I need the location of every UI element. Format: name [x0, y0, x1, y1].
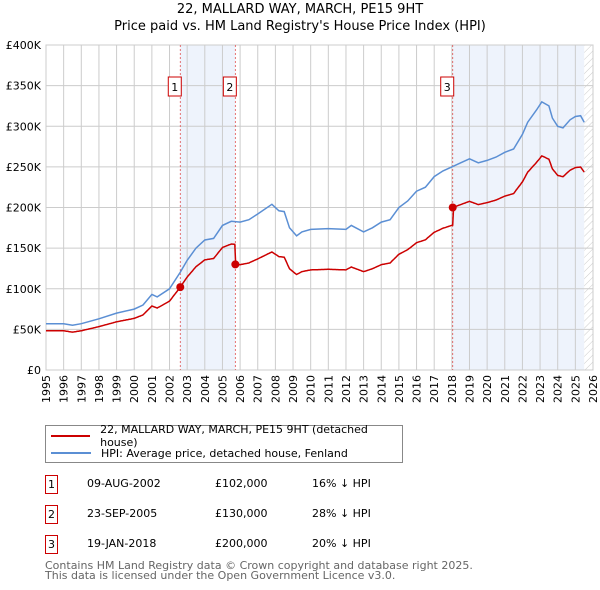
footer-line: Contains HM Land Registry data © Crown c… [45, 559, 473, 572]
x-tick-label: 2021 [499, 375, 512, 403]
x-tick-label: 2008 [269, 375, 282, 403]
x-tick-label: 1997 [75, 375, 88, 403]
sale-marker-number: 3 [444, 81, 451, 94]
x-tick-label: 2020 [481, 375, 494, 403]
x-tick-label: 2015 [393, 375, 406, 403]
sale-number-box: 2 [45, 505, 58, 524]
x-tick-label: 2026 [587, 375, 600, 403]
y-tick-label: £250K [6, 161, 42, 174]
y-tick-label: £50K [13, 323, 42, 336]
sale-number-box: 3 [45, 535, 58, 554]
x-tick-label: 2007 [252, 375, 265, 403]
sale-row: 1 09-AUG-2002 £102,000 16% ↓ HPI [45, 475, 445, 495]
y-tick-label: £0 [27, 364, 41, 377]
y-tick-label: £150K [6, 242, 42, 255]
sale-date: 09-AUG-2002 [87, 477, 161, 490]
sale-date: 19-JAN-2018 [87, 537, 157, 550]
legend-item-price-paid: 22, MALLARD WAY, MARCH, PE15 9HT (detach… [51, 423, 402, 449]
x-tick-label: 2023 [534, 375, 547, 403]
x-tick-label: 2001 [146, 375, 159, 403]
x-tick-label: 1996 [58, 375, 71, 403]
legend-label: HPI: Average price, detached house, Fenl… [101, 446, 348, 460]
plot-area: 1995 1996 1997 1998 1999 2000 2001 2002 2003 2004… [6, 39, 600, 403]
sale-row: 3 19-JAN-2018 £200,000 20% ↓ HPI [45, 535, 445, 555]
sale-marker-box [222, 76, 237, 97]
y-tick-label: £300K [6, 120, 42, 133]
x-tick-label: 2013 [358, 375, 371, 403]
legend-swatch [51, 435, 91, 437]
x-tick-label: 2014 [375, 375, 388, 403]
sale-point [448, 203, 457, 212]
sale-hpi-diff: 28% ↓ HPI [312, 507, 371, 520]
x-tick-label: 1998 [93, 375, 106, 403]
x-tick-label: 2018 [446, 375, 459, 403]
legend-swatch [51, 452, 91, 454]
price-paid-line [46, 154, 585, 333]
x-tick-label: 2017 [428, 375, 441, 403]
x-tick-label: 2016 [411, 375, 424, 403]
sale-marker-box [167, 76, 182, 97]
x-tick-label: 2005 [216, 375, 229, 403]
legend: 22, MALLARD WAY, MARCH, PE15 9HT (detach… [45, 423, 403, 463]
x-tick-label: 2003 [181, 375, 194, 403]
sale-point [231, 260, 240, 269]
x-tick-label: 2011 [322, 375, 335, 403]
y-tick-label: £100K [6, 283, 42, 296]
sale-point [176, 283, 185, 292]
x-tick-label: 2025 [569, 375, 582, 403]
sale-marker-number: 2 [226, 81, 233, 94]
sale-marker-box [440, 76, 455, 97]
x-tick-label: 2024 [552, 375, 565, 403]
legend-label: 22, MALLARD WAY, MARCH, PE15 9HT (detach… [100, 423, 368, 449]
hpi-line [46, 100, 585, 327]
sale-hpi-diff: 20% ↓ HPI [312, 537, 371, 550]
x-tick-label: 2022 [516, 375, 529, 403]
x-tick-label: 1999 [111, 375, 124, 403]
y-tick-label: £350K [6, 80, 42, 93]
footer-line: This data is licensed under the Open Gov… [45, 569, 396, 582]
x-tick-label: 2012 [340, 375, 353, 403]
sale-price: £200,000 [215, 537, 268, 550]
sale-row: 2 23-SEP-2005 £130,000 28% ↓ HPI [45, 505, 445, 525]
x-tick-label: 2010 [305, 375, 318, 403]
legend-item-hpi: HPI: Average price, detached house, Fenl… [51, 445, 348, 461]
chart-subtitle: Price paid vs. HM Land Registry's House … [114, 19, 486, 34]
sale-marker-number: 1 [171, 81, 178, 94]
sale-price: £102,000 [215, 477, 268, 490]
x-tick-label: 2000 [128, 375, 141, 403]
sale-price: £130,000 [215, 507, 268, 520]
y-tick-label: £200K [6, 202, 42, 215]
plot-border [45, 44, 594, 371]
x-tick-label: 1995 [40, 375, 53, 403]
x-tick-label: 2006 [234, 375, 247, 403]
y-tick-label: £400K [6, 39, 42, 52]
x-tick-label: 2009 [287, 375, 300, 403]
x-tick-label: 2004 [199, 375, 212, 403]
sale-hpi-diff: 16% ↓ HPI [312, 477, 371, 490]
sale-date: 23-SEP-2005 [87, 507, 158, 520]
x-tick-label: 2002 [164, 375, 177, 403]
x-tick-label: 2019 [463, 375, 476, 403]
sale-number-box: 1 [45, 475, 58, 494]
chart-title: 22, MALLARD WAY, MARCH, PE15 9HT [176, 2, 424, 17]
